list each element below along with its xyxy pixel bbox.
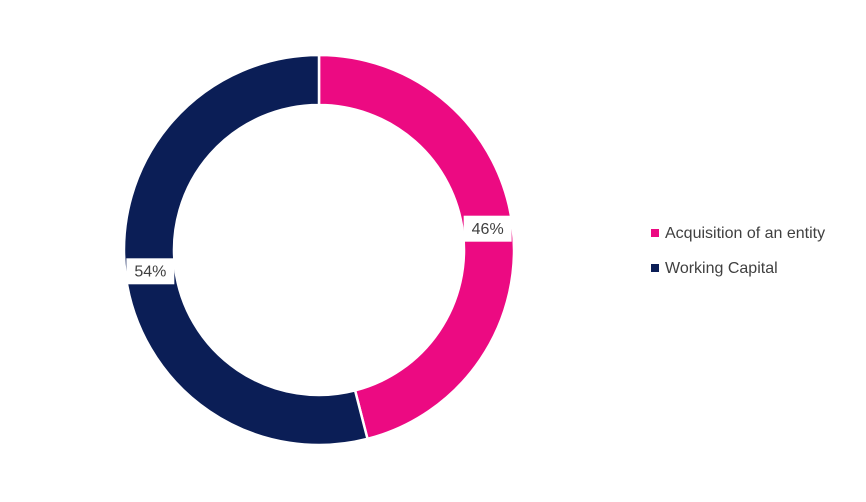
legend-label: Working Capital bbox=[665, 260, 778, 277]
donut-segment bbox=[317, 53, 516, 441]
legend-swatch bbox=[651, 229, 659, 237]
legend-label: Acquisition of an entity bbox=[665, 225, 825, 242]
data-label: 54% bbox=[134, 264, 166, 281]
donut-segment bbox=[122, 53, 370, 447]
label-background bbox=[126, 258, 175, 285]
legend-swatch bbox=[651, 264, 659, 272]
data-label: 46% bbox=[472, 221, 504, 238]
label-background bbox=[463, 215, 512, 242]
